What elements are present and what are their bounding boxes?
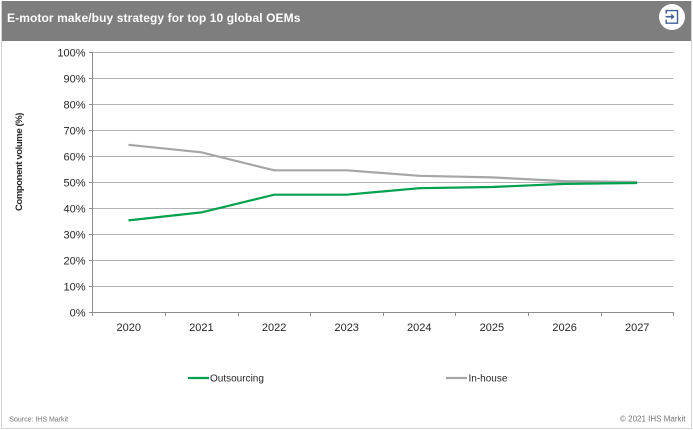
svg-text:2027: 2027	[625, 322, 649, 334]
svg-text:50%: 50%	[63, 178, 85, 190]
svg-text:2024: 2024	[407, 322, 431, 334]
svg-text:100%: 100%	[57, 48, 85, 60]
svg-text:Source: IHS Markit: Source: IHS Markit	[9, 416, 68, 423]
svg-text:40%: 40%	[63, 204, 85, 216]
svg-text:60%: 60%	[63, 152, 85, 164]
svg-text:70%: 70%	[63, 126, 85, 138]
svg-text:2025: 2025	[480, 322, 504, 334]
svg-text:Outsourcing: Outsourcing	[210, 374, 264, 385]
svg-text:2023: 2023	[334, 322, 358, 334]
svg-text:80%: 80%	[63, 100, 85, 112]
svg-text:© 2021 IHS Markit: © 2021 IHS Markit	[620, 414, 686, 423]
svg-text:2020: 2020	[117, 322, 141, 334]
svg-text:90%: 90%	[63, 74, 85, 86]
svg-text:2022: 2022	[262, 322, 286, 334]
svg-text:10%: 10%	[63, 282, 85, 294]
svg-text:0%: 0%	[70, 308, 86, 320]
svg-text:30%: 30%	[63, 230, 85, 242]
svg-text:In-house: In-house	[469, 374, 508, 385]
svg-text:2026: 2026	[552, 322, 576, 334]
svg-text:20%: 20%	[63, 256, 85, 268]
svg-text:2021: 2021	[189, 322, 213, 334]
svg-text:Component volume (%): Component volume (%)	[14, 113, 25, 211]
